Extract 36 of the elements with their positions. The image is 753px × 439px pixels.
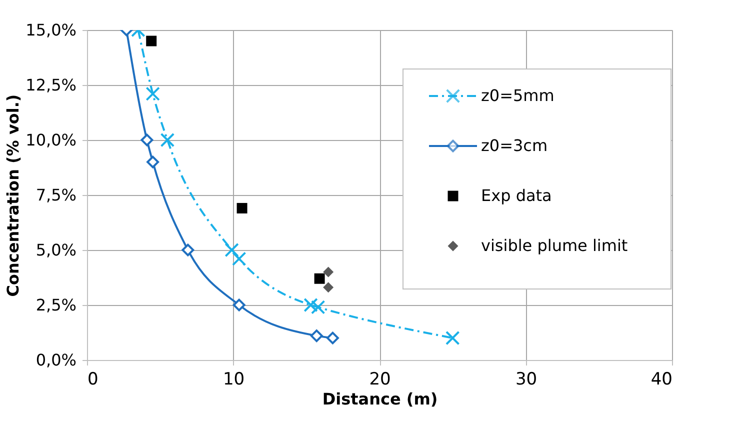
- y-tick-label: 5,0%: [36, 240, 76, 260]
- point: [310, 300, 326, 314]
- point: [182, 244, 194, 256]
- x-tick-label: 10: [222, 370, 245, 390]
- y-tick-label: 15,0%: [26, 20, 76, 40]
- legend-label: z0=5mm: [481, 86, 554, 105]
- point: [160, 132, 175, 148]
- y-tick-label: 2,5%: [36, 296, 76, 314]
- x-tick-label: 40: [650, 370, 672, 390]
- point: [236, 202, 248, 214]
- x-tick-label: 30: [515, 370, 538, 390]
- point: [146, 156, 160, 168]
- point: [304, 298, 318, 312]
- y-tick-label: 10,0%: [26, 130, 76, 150]
- y-tick-label: 7,5%: [36, 186, 76, 204]
- point: [323, 266, 334, 278]
- point: [146, 86, 160, 101]
- x-tick-label: 20: [369, 370, 391, 390]
- point: [314, 273, 325, 284]
- y-tick-label: 0,0%: [36, 350, 76, 370]
- point: [326, 332, 339, 344]
- y-tick-label: 12,5%: [26, 76, 76, 94]
- point: [224, 242, 239, 258]
- legend-label: visible plume limit: [481, 236, 628, 255]
- point: [232, 298, 246, 312]
- y-axis-title: Concentration (% vol.): [4, 94, 23, 297]
- legend-label: z0=3cm: [481, 136, 548, 155]
- point: [146, 36, 157, 46]
- point: [232, 252, 246, 266]
- legend-label: Exp data: [481, 186, 552, 205]
- point: [323, 282, 334, 293]
- point: [446, 330, 460, 346]
- x-tick-label: 0: [88, 370, 98, 390]
- point: [140, 134, 154, 146]
- x-axis-title: Distance (m): [322, 390, 438, 408]
- point: [310, 330, 323, 342]
